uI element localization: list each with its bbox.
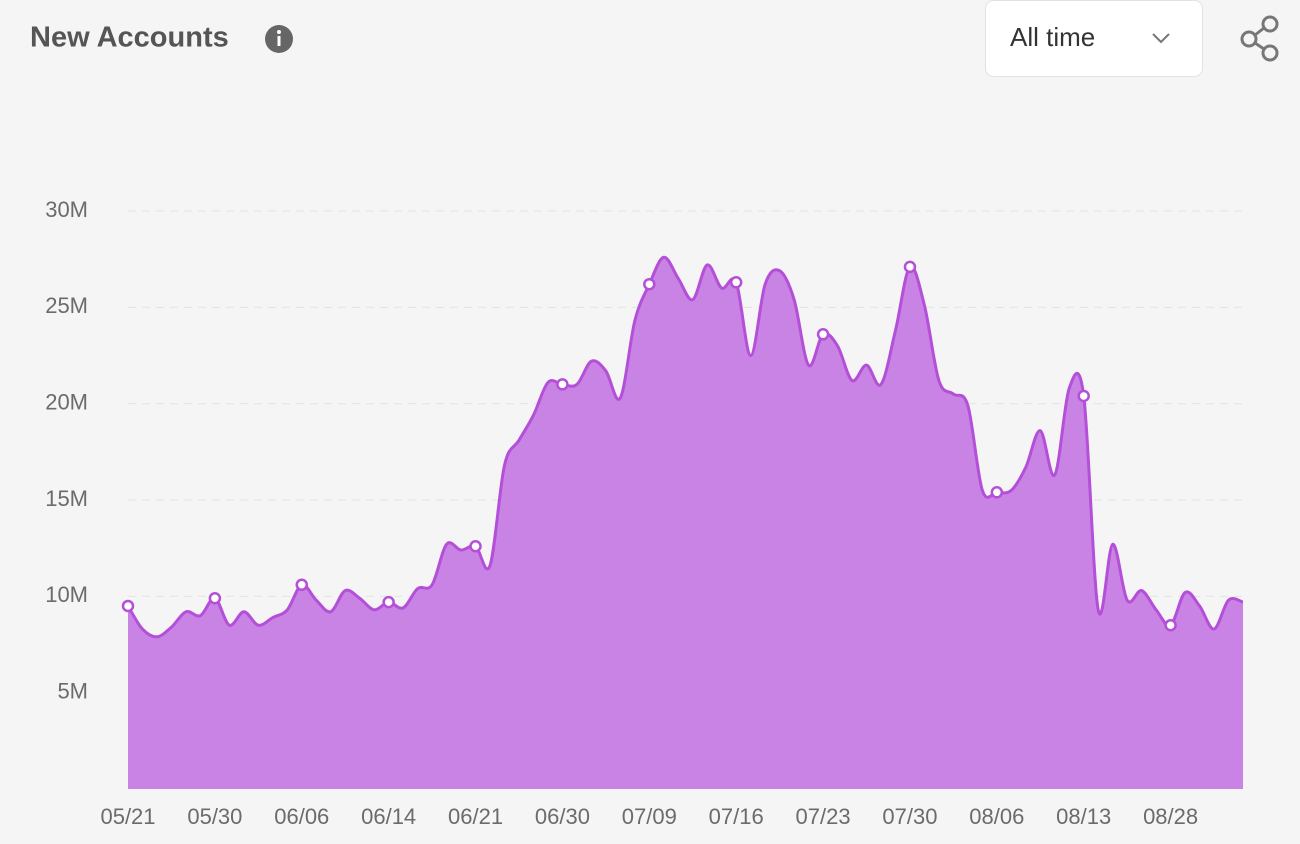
x-tick-label: 06/14 xyxy=(361,804,416,829)
x-tick-label: 07/30 xyxy=(882,804,937,829)
point-marker xyxy=(382,595,395,609)
point-marker xyxy=(208,592,222,605)
area xyxy=(128,257,1243,790)
x-tick-label: 06/30 xyxy=(535,804,590,829)
point-marker xyxy=(1164,618,1177,632)
info-icon[interactable] xyxy=(265,25,293,53)
y-tick-label: 30M xyxy=(45,197,88,222)
x-tick-label: 06/21 xyxy=(448,804,503,829)
point-marker xyxy=(121,599,135,613)
range-dropdown[interactable]: All time xyxy=(985,0,1203,77)
point-marker xyxy=(556,378,569,391)
x-tick-label: 08/13 xyxy=(1056,804,1111,829)
x-tick-label: 07/16 xyxy=(709,804,764,829)
x-tick-label: 05/21 xyxy=(100,804,155,829)
dropdown-label: All time xyxy=(1010,22,1095,52)
x-tick-label: 07/23 xyxy=(796,804,851,829)
x-tick-label: 08/28 xyxy=(1143,804,1198,829)
y-tick-label: 20M xyxy=(45,389,88,414)
y-tick-label: 25M xyxy=(45,293,88,318)
y-tick-label: 5M xyxy=(57,678,88,703)
x-tick-label: 06/06 xyxy=(274,804,329,829)
point-marker xyxy=(295,578,309,592)
x-tick-label: 07/09 xyxy=(622,804,677,829)
point-marker xyxy=(816,328,830,341)
y-tick-label: 10M xyxy=(45,582,88,607)
point-marker xyxy=(643,277,656,291)
point-marker xyxy=(729,276,743,289)
chart-title: New Accounts xyxy=(30,22,229,54)
point-marker xyxy=(903,260,917,274)
point-marker xyxy=(1077,389,1090,403)
x-tick-label: 08/06 xyxy=(969,804,1024,829)
share-icon[interactable] xyxy=(1240,15,1279,62)
point-marker xyxy=(469,539,482,553)
x-tick-label: 05/30 xyxy=(187,804,242,829)
y-tick-label: 15M xyxy=(45,486,88,511)
point-marker xyxy=(990,486,1004,499)
line xyxy=(126,255,1244,639)
